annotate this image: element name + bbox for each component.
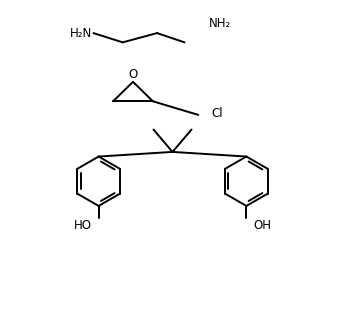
Text: HO: HO xyxy=(74,219,92,232)
Text: NH₂: NH₂ xyxy=(209,17,231,30)
Text: O: O xyxy=(128,68,138,81)
Text: OH: OH xyxy=(253,219,271,232)
Text: Cl: Cl xyxy=(211,107,223,120)
Text: H₂N: H₂N xyxy=(69,27,92,40)
